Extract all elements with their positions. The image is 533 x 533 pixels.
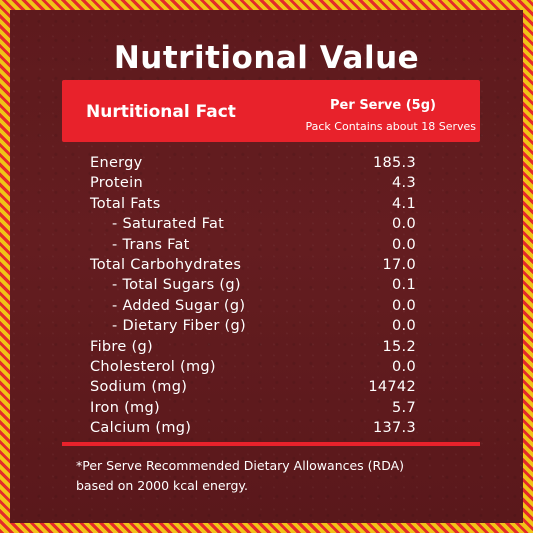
row-label: Fibre (g): [90, 338, 153, 355]
row-value: 0.0: [392, 358, 416, 375]
nutrition-panel: Nutritional Value Nurtitional Fact Per S…: [10, 10, 523, 523]
row-label: Iron (mg): [90, 399, 160, 416]
row-value: 185.3: [372, 155, 416, 171]
table-row: - Dietary Fiber (g) 0.0: [90, 318, 416, 338]
row-value: 4.1: [392, 195, 416, 212]
rda-footnote: *Per Serve Recommended Dietary Allowance…: [76, 456, 476, 496]
header-fact-label: Nurtitional Fact: [86, 102, 236, 122]
row-label: Energy: [90, 155, 143, 171]
row-label: Total Carbohydrates: [90, 256, 242, 273]
table-row: Calcium (mg) 137.3: [90, 420, 416, 440]
row-label: Sodium (mg): [90, 379, 188, 396]
table-row: Energy 185.3: [90, 155, 416, 175]
row-value: 4.3: [392, 175, 416, 192]
table-header: Nurtitional Fact Per Serve (5g) Pack Con…: [62, 80, 480, 142]
row-label: - Dietary Fiber (g): [112, 318, 246, 335]
row-label: - Total Sugars (g): [112, 277, 241, 294]
row-label: Total Fats: [90, 195, 161, 212]
table-row: Sodium (mg) 14742: [90, 379, 416, 399]
row-value: 17.0: [382, 256, 416, 273]
table-row: Cholesterol (mg) 0.0: [90, 359, 416, 379]
row-value: 14742: [368, 379, 416, 396]
row-value: 0.0: [392, 318, 416, 335]
row-label: - Added Sugar (g): [112, 297, 246, 314]
row-value: 0.0: [392, 297, 416, 314]
table-row: - Total Sugars (g) 0.1: [90, 277, 416, 297]
table-row: Fibre (g) 15.2: [90, 339, 416, 359]
table-row: Protein 4.3: [90, 175, 416, 195]
header-serve-label: Per Serve (5g): [330, 98, 436, 113]
row-label: Calcium (mg): [90, 420, 192, 437]
header-pack-note: Pack Contains about 18 Serves: [305, 120, 477, 133]
row-label: - Trans Fat: [112, 236, 190, 253]
row-value: 137.3: [372, 420, 416, 437]
table-row: Iron (mg) 5.7: [90, 400, 416, 420]
footnote-line: *Per Serve Recommended Dietary Allowance…: [76, 458, 405, 473]
row-label: - Saturated Fat: [112, 216, 225, 233]
footnote-line: based on 2000 kcal energy.: [76, 478, 248, 493]
row-value: 0.0: [392, 236, 416, 253]
row-label: Cholesterol (mg): [90, 358, 216, 375]
page-title: Nutritional Value: [113, 40, 420, 76]
table-row: - Trans Fat 0.0: [90, 237, 416, 257]
row-value: 15.2: [382, 338, 416, 355]
table-row: - Added Sugar (g) 0.0: [90, 298, 416, 318]
divider: [62, 442, 480, 446]
row-value: 0.1: [392, 277, 416, 294]
table-row: Total Carbohydrates 17.0: [90, 257, 416, 277]
row-value: 5.7: [392, 399, 416, 416]
row-label: Protein: [90, 175, 143, 192]
table-row: Total Fats 4.1: [90, 196, 416, 216]
nutrition-rows: Energy 185.3 Protein 4.3 Total Fats 4.1 - S…: [90, 155, 416, 440]
row-value: 0.0: [392, 216, 416, 233]
table-row: - Saturated Fat 0.0: [90, 216, 416, 236]
